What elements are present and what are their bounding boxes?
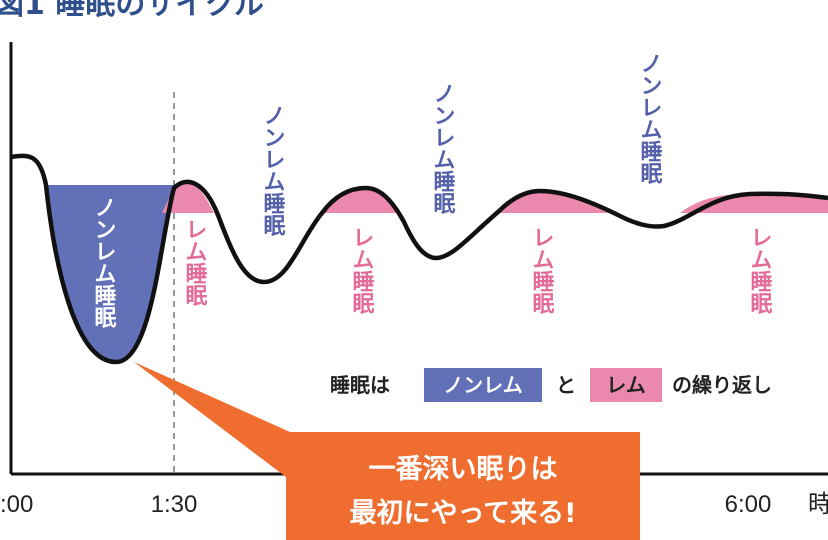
- deep-nonrem-area: [46, 185, 174, 362]
- stage-label-rem-2: レム睡眠: [349, 226, 374, 315]
- callout-pointer: [134, 362, 290, 480]
- stage-label-nonrem-4: ノンレム睡眠: [637, 52, 662, 185]
- x-tick-2: 6:00: [725, 491, 772, 518]
- x-tick-0: :00: [0, 491, 33, 518]
- stage-label-rem-3: レム睡眠: [529, 226, 554, 315]
- figure-title: 図1 睡眠のサイクル: [0, 0, 264, 22]
- stage-label-nonrem-2: ノンレム睡眠: [260, 104, 285, 237]
- stage-label-rem-1: レム睡眠: [182, 218, 207, 307]
- sleep-depth-curve: [10, 153, 828, 365]
- legend-suffix: の繰り返し: [672, 373, 772, 397]
- callout-box: [286, 432, 640, 540]
- legend-middle: と: [556, 373, 576, 397]
- legend-prefix: 睡眠は: [330, 373, 390, 397]
- legend-rem-label: レム: [606, 373, 646, 397]
- rem-area-4: [680, 194, 828, 213]
- legend: 睡眠は ノンレム と レム の繰り返し: [330, 368, 772, 402]
- stage-label-nonrem-3: ノンレム睡眠: [430, 82, 455, 215]
- legend-rem-swatch: [590, 368, 662, 402]
- stage-label-nonrem-deep: ノンレム睡眠: [91, 196, 116, 329]
- rem-area-3: [498, 191, 610, 213]
- callout-line-1: 一番深い眠りは: [369, 454, 558, 485]
- x-tick-3: 時: [808, 491, 828, 518]
- x-tick-1: 1:30: [151, 491, 198, 518]
- callout-line-2: 最初にやって来る!: [350, 498, 577, 529]
- stage-label-rem-4: レム睡眠: [747, 226, 772, 315]
- callout: 一番深い眠りは 最初にやって来る!: [134, 362, 640, 540]
- legend-nonrem-label: ノンレム: [443, 373, 523, 397]
- legend-nonrem-swatch: [424, 368, 542, 402]
